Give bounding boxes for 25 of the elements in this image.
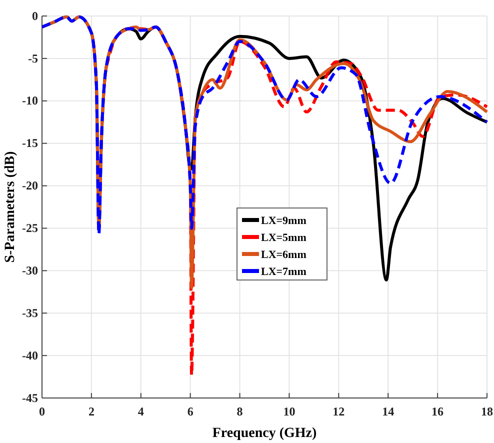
x-tick-label: 16 <box>432 404 444 419</box>
x-tick-label: 6 <box>187 404 194 419</box>
legend-label: LX=6mm <box>261 249 306 261</box>
y-tick-label: -20 <box>22 178 38 193</box>
x-tick-label: 18 <box>481 404 493 419</box>
legend-label: LX=5mm <box>261 232 306 244</box>
y-tick-label: 0 <box>32 8 38 23</box>
y-tick-label: -15 <box>22 136 38 150</box>
y-tick-label: -45 <box>22 390 38 405</box>
y-axis-title: S-Parameters (dB) <box>3 150 18 263</box>
x-tick-label: 10 <box>283 404 296 419</box>
x-tick-label: 12 <box>332 404 345 419</box>
legend-label: LX=7mm <box>261 266 306 278</box>
legend-label: LX=9mm <box>261 215 306 227</box>
x-tick-label: 8 <box>236 404 243 419</box>
x-axis-title: Frequency (GHz) <box>212 426 317 441</box>
y-tick-label: -5 <box>28 51 38 66</box>
y-tick-label: -25 <box>22 221 38 236</box>
y-tick-label: -35 <box>22 306 38 320</box>
x-tick-label: 4 <box>138 404 144 419</box>
y-tick-label: -10 <box>22 94 38 108</box>
x-tick-label: 14 <box>382 404 394 419</box>
x-tick-label: 2 <box>88 404 94 419</box>
y-tick-label: -30 <box>22 264 38 278</box>
y-tick-label: -40 <box>22 348 38 362</box>
